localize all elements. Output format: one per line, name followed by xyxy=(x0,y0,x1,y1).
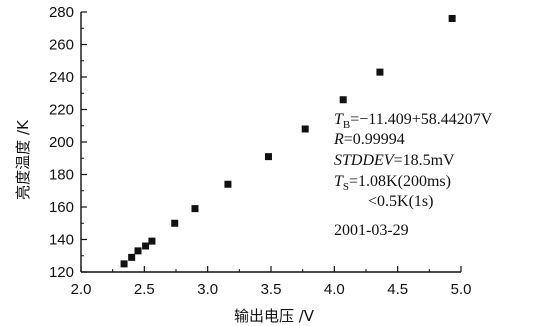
y-tick-label: 180 xyxy=(49,167,74,184)
y-tick-label: 280 xyxy=(49,4,74,21)
y-tick-label: 200 xyxy=(49,134,74,151)
data-point xyxy=(142,242,150,250)
x-tick-label: 2.5 xyxy=(134,281,155,298)
date-label: 2001-03-29 xyxy=(334,222,409,239)
std-var: STDDEV xyxy=(334,152,396,169)
y-axis-title: 亮度温度 /K xyxy=(14,119,32,200)
x-axis-title: 输出电压 /V xyxy=(234,307,315,325)
r-var: R xyxy=(333,131,344,148)
data-point xyxy=(120,260,128,268)
data-point xyxy=(264,153,272,161)
ts-sub: S xyxy=(343,181,349,193)
std-deviation: STDDEV=18.5mV xyxy=(334,152,455,169)
data-point xyxy=(448,15,456,22)
x-tick-label: 3.0 xyxy=(197,281,218,298)
data-point xyxy=(224,180,232,188)
eq-sub: B xyxy=(343,119,350,131)
y-tick-label: 140 xyxy=(49,232,74,249)
annotation-block: TB=−11.409+58.44207V R=0.99994 STDDEV=18… xyxy=(333,111,493,239)
r-rest: =0.99994 xyxy=(344,131,405,148)
data-point xyxy=(376,68,384,76)
ticks: 120 140 160 180 200 220 240 260 280 2.0 2.5 3.0 3.5 4… xyxy=(49,4,471,298)
data-point xyxy=(301,125,309,133)
sensitivity-ts: TS=1.08K(200ms) xyxy=(334,173,451,193)
x-tick-label: 5.0 xyxy=(451,281,472,298)
y-tick-label: 220 xyxy=(49,102,74,119)
data-point xyxy=(171,219,179,227)
eq-var: T xyxy=(334,111,344,128)
correlation-r: R=0.99994 xyxy=(333,131,405,148)
y-tick-label: 240 xyxy=(49,69,74,86)
regression-equation: TB=−11.409+58.44207V xyxy=(334,111,493,131)
x-tick-label: 4.5 xyxy=(387,281,408,298)
data-points xyxy=(120,15,456,268)
ts-var: T xyxy=(334,173,344,190)
y-tick-label: 120 xyxy=(49,264,74,281)
sensitivity-ts-line2: <0.5K(1s) xyxy=(368,193,433,210)
y-tick-label: 160 xyxy=(49,199,74,216)
data-point xyxy=(148,237,156,245)
data-point xyxy=(134,247,142,255)
data-point xyxy=(128,253,136,261)
data-point xyxy=(339,96,347,104)
std-rest: =18.5mV xyxy=(394,152,455,169)
data-point xyxy=(191,205,199,213)
y-tick-label: 260 xyxy=(49,37,74,54)
x-tick-label: 3.5 xyxy=(261,281,282,298)
x-tick-label: 4.0 xyxy=(324,281,345,298)
x-tick-label: 2.0 xyxy=(71,281,92,298)
eq-rest: =−11.409+58.44207V xyxy=(350,111,492,128)
ts-rest: =1.08K(200ms) xyxy=(349,173,451,190)
